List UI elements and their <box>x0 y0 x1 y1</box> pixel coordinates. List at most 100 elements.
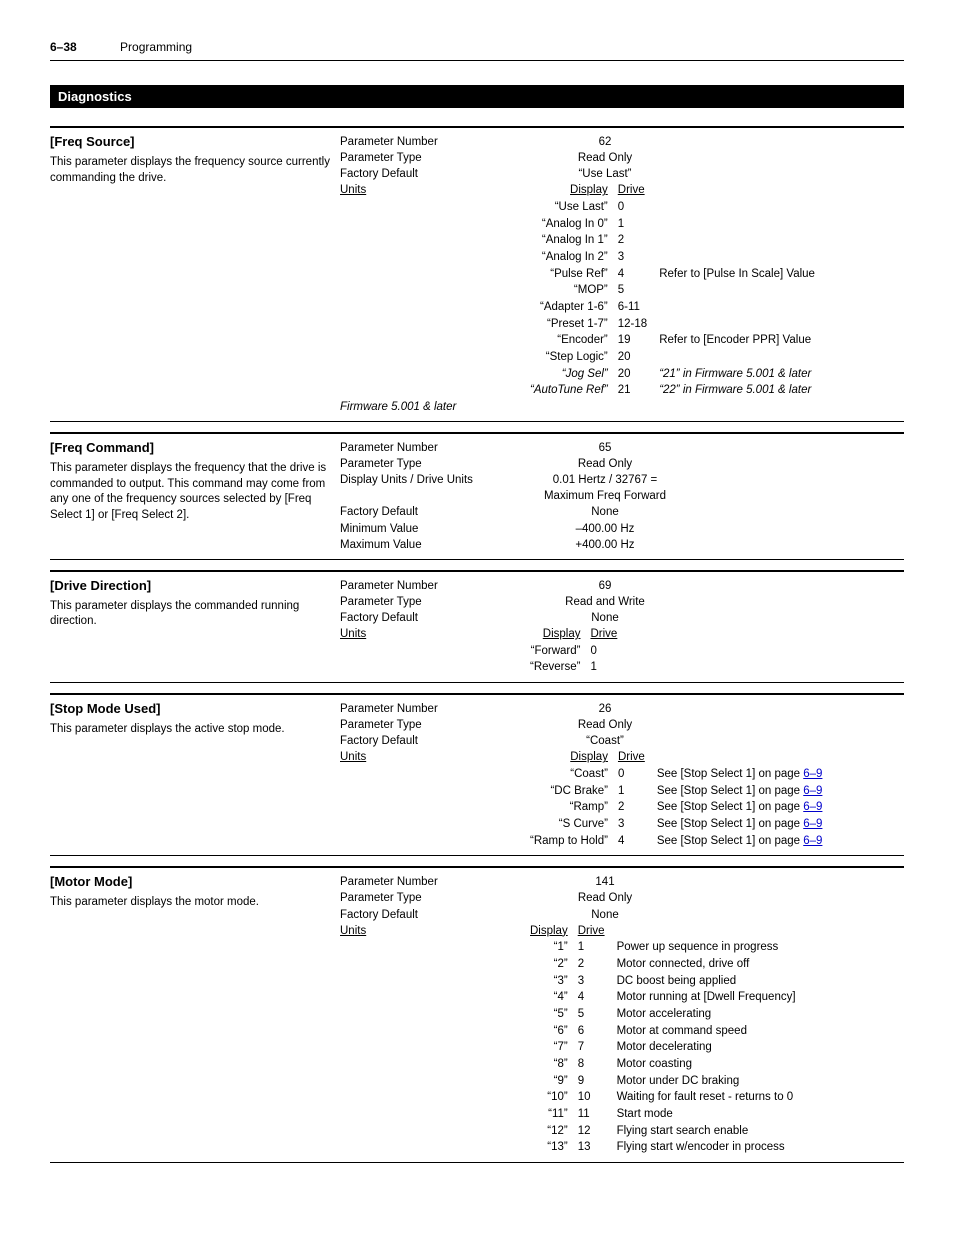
units-row: “11”11Start mode <box>530 1106 796 1123</box>
kv-table: Parameter Number141Parameter TypeRead On… <box>340 874 904 1156</box>
param-right: Parameter Number141Parameter TypeRead On… <box>340 874 904 1156</box>
units-note: See [Stop Select 1] on page 6–9 <box>657 799 823 816</box>
param-left: [Freq Command]This parameter displays th… <box>50 440 330 523</box>
units-drive: 1 <box>586 659 629 676</box>
units-row: “Encoder”19Refer to [Encoder PPR] Value <box>530 332 815 349</box>
units-display: “6” <box>530 1023 574 1040</box>
kv-value: 62 <box>530 134 680 150</box>
units-drive: 12-18 <box>614 316 659 333</box>
units-display: “2” <box>530 956 574 973</box>
param-desc: This parameter displays the active stop … <box>50 722 330 738</box>
page-link[interactable]: 6–9 <box>803 785 822 797</box>
kv-key: Parameter Number <box>340 440 530 456</box>
param-block: [Freq Source]This parameter displays the… <box>50 126 904 422</box>
units-drive: 2 <box>614 799 657 816</box>
units-display: “Step Logic” <box>530 349 614 366</box>
units-drive: 20 <box>614 366 659 383</box>
kv-note <box>680 537 904 553</box>
units-display: “5” <box>530 1006 574 1023</box>
units-row: “3”3DC boost being applied <box>530 973 796 990</box>
units-table: DisplayDrive“Forward”0“Reverse”1 <box>530 626 629 676</box>
page-link[interactable]: 6–9 <box>803 801 822 813</box>
kv-key: Parameter Number <box>340 578 530 594</box>
kv-value: None <box>530 907 680 923</box>
units-drive: 2 <box>574 956 617 973</box>
units-note: Motor connected, drive off <box>617 956 796 973</box>
units-drive: 0 <box>614 199 659 216</box>
units-display: “Analog In 2” <box>530 249 614 266</box>
units-drive: 4 <box>574 989 617 1006</box>
kv-note <box>680 166 904 182</box>
units-columns-header: DisplayDrive <box>530 749 822 766</box>
units-row: “Coast”0See [Stop Select 1] on page 6–9 <box>530 766 822 783</box>
units-display: “7” <box>530 1039 574 1056</box>
page-header: 6–38 Programming <box>50 40 904 61</box>
param-block: [Stop Mode Used]This parameter displays … <box>50 693 904 856</box>
kv-value: 141 <box>530 874 680 890</box>
units-display: “S Curve” <box>530 816 614 833</box>
kv-note <box>680 472 904 504</box>
kv-key: Parameter Type <box>340 594 530 610</box>
units-header-row: UnitsDisplayDrive“Use Last”0“Analog In 0… <box>340 182 904 399</box>
page-link[interactable]: 6–9 <box>803 768 822 780</box>
page-link[interactable]: 6–9 <box>803 835 822 847</box>
units-note: Refer to [Encoder PPR] Value <box>659 332 815 349</box>
units-drive: 2 <box>614 232 659 249</box>
units-row: “DC Brake”1See [Stop Select 1] on page 6… <box>530 783 822 800</box>
units-row: “Ramp”2See [Stop Select 1] on page 6–9 <box>530 799 822 816</box>
kv-row: Parameter TypeRead Only <box>340 456 904 472</box>
units-columns-header: DisplayDrive <box>530 923 796 940</box>
units-area: DisplayDrive“Use Last”0“Analog In 0”1 “An… <box>530 182 904 399</box>
kv-key: Display Units / Drive Units <box>340 472 530 504</box>
params-container: [Freq Source]This parameter displays the… <box>50 126 904 1163</box>
units-drive: 1 <box>574 939 617 956</box>
units-note <box>659 216 815 233</box>
kv-note <box>680 504 904 520</box>
kv-row: Minimum Value–400.00 Hz <box>340 521 904 537</box>
units-label: Units <box>340 923 530 1156</box>
units-display: “DC Brake” <box>530 783 614 800</box>
drive-header: Drive <box>614 182 659 199</box>
kv-note <box>680 610 904 626</box>
param-block: [Motor Mode]This parameter displays the … <box>50 866 904 1163</box>
display-header: Display <box>530 923 574 940</box>
kv-note <box>680 594 904 610</box>
param-right: Parameter Number65Parameter TypeRead Onl… <box>340 440 904 553</box>
kv-row: Factory DefaultNone <box>340 610 904 626</box>
param-block: [Drive Direction]This parameter displays… <box>50 570 904 683</box>
units-note: See [Stop Select 1] on page 6–9 <box>657 833 823 850</box>
page-link[interactable]: 6–9 <box>803 818 822 830</box>
display-header: Display <box>530 182 614 199</box>
units-drive: 6-11 <box>614 299 659 316</box>
units-note: Motor under DC braking <box>617 1073 796 1090</box>
units-note: Waiting for fault reset - returns to 0 <box>617 1089 796 1106</box>
kv-note <box>680 701 904 717</box>
units-drive: 1 <box>614 783 657 800</box>
units-note: Motor running at [Dwell Frequency] <box>617 989 796 1006</box>
param-desc: This parameter displays the commanded ru… <box>50 599 330 630</box>
units-drive: 8 <box>574 1056 617 1073</box>
firmware-note: Firmware 5.001 & later <box>340 399 530 415</box>
units-note: Motor coasting <box>617 1056 796 1073</box>
units-note: Refer to [Pulse In Scale] Value <box>659 266 815 283</box>
units-display: “9” <box>530 1073 574 1090</box>
units-row: “Analog In 2”3 <box>530 249 815 266</box>
units-display: “3” <box>530 973 574 990</box>
units-row: “Analog In 0”1 <box>530 216 815 233</box>
units-row: “Use Last”0 <box>530 199 815 216</box>
kv-value: 0.01 Hertz / 32767 = Maximum Freq Forwar… <box>530 472 680 504</box>
units-note <box>659 232 815 249</box>
units-drive: 3 <box>614 249 659 266</box>
kv-value: 69 <box>530 578 680 594</box>
units-note <box>659 349 815 366</box>
units-row: “2”2Motor connected, drive off <box>530 956 796 973</box>
units-row: “1”1Power up sequence in progress <box>530 939 796 956</box>
units-drive: 12 <box>574 1123 617 1140</box>
units-note: Start mode <box>617 1106 796 1123</box>
units-table: DisplayDrive“Use Last”0“Analog In 0”1 “An… <box>530 182 815 399</box>
kv-key: Factory Default <box>340 166 530 182</box>
units-header-row: UnitsDisplayDrive“Forward”0“Reverse”1 <box>340 626 904 676</box>
units-drive: 13 <box>574 1139 617 1156</box>
display-header: Display <box>530 749 614 766</box>
units-row: “Pulse Ref”4Refer to [Pulse In Scale] Va… <box>530 266 815 283</box>
